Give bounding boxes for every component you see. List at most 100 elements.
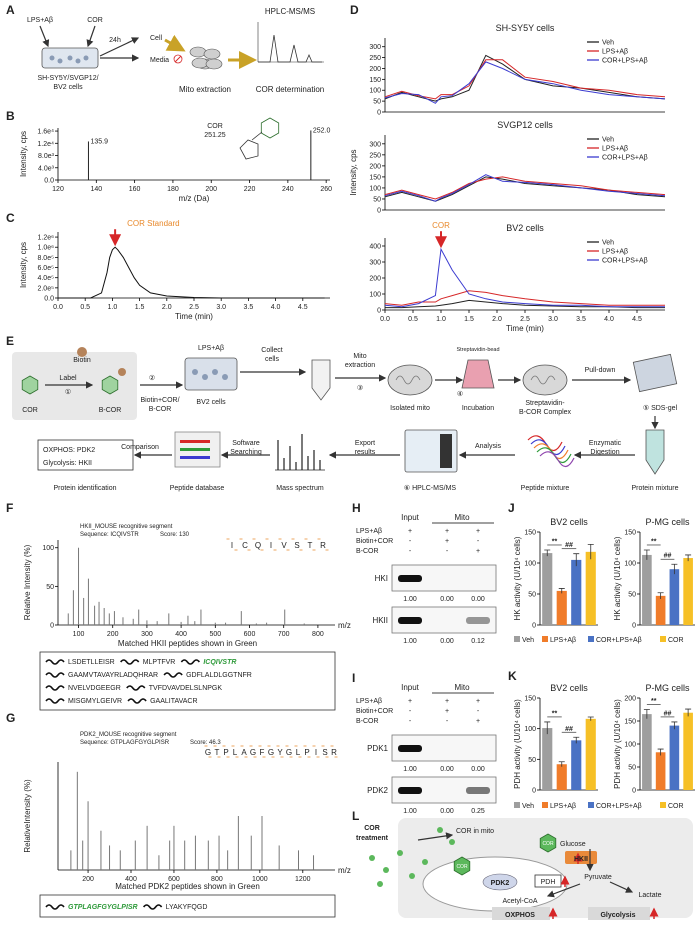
- legend-label: LPS+Aβ: [550, 637, 576, 644]
- x-tick-label: 600: [168, 876, 180, 883]
- step-label: ⑥ HPLC-MS/MS: [404, 484, 456, 492]
- fragment-bracket: [294, 745, 302, 758]
- sign: +: [445, 538, 449, 545]
- cor-molecule: [409, 873, 415, 879]
- x-tick-label: 260: [320, 186, 332, 193]
- y-tick-label: 150: [369, 77, 381, 84]
- arrow: [99, 37, 140, 57]
- tilde: [127, 698, 147, 704]
- pathway-label: COR: [364, 825, 380, 832]
- cell: [212, 369, 218, 375]
- blot-name: PDK2: [367, 786, 388, 795]
- sign: +: [445, 698, 449, 705]
- legend-label: COR+LPS+Aβ: [602, 155, 648, 162]
- quantification: 0.00: [471, 766, 485, 773]
- y-tick-label: 50: [628, 592, 636, 599]
- y-tick-label: 0: [377, 308, 381, 315]
- bar: [585, 551, 596, 625]
- panel-label: E: [6, 334, 14, 348]
- y-tick-label: 4.0e⁵: [37, 275, 54, 282]
- hexagon: [101, 375, 119, 395]
- cell: [192, 369, 198, 375]
- arrow: [164, 34, 186, 52]
- hexagon: [453, 856, 471, 876]
- bar: [571, 559, 582, 625]
- peptide-box: [39, 651, 336, 711]
- y-tick-label: 1.2e⁶: [37, 235, 54, 242]
- sequence-letter: T: [215, 748, 220, 757]
- cor-molecule: [369, 855, 375, 861]
- x-tick-label: 1000: [252, 876, 268, 883]
- x-tick-label: 0.5: [408, 316, 418, 323]
- series-line: [384, 247, 665, 308]
- pathway-label: COR: [456, 864, 468, 870]
- step-label: Export: [355, 440, 375, 447]
- y-tick-label: 150: [624, 530, 636, 537]
- panel-label: D: [350, 3, 359, 17]
- sign: +: [408, 528, 412, 535]
- x-tick-label: 800: [312, 631, 324, 638]
- y-axis-label: Intensity, cps: [349, 149, 358, 195]
- y-tick-label: 8.0e⁵: [37, 255, 54, 262]
- legend-label: COR+LPS+Aβ: [596, 803, 642, 810]
- header: Score: 130: [160, 532, 190, 538]
- step-label: LPS+Aβ: [198, 345, 224, 352]
- quantification: 1.00: [403, 596, 417, 603]
- pathway-label: COR: [542, 841, 554, 847]
- sequence-letter: G: [205, 748, 211, 757]
- sequence-letter: V: [281, 541, 287, 550]
- series-line: [384, 176, 666, 200]
- label: LPS+Aβ: [27, 17, 53, 24]
- step-label: Biotin+COR/: [140, 397, 179, 404]
- y-tick-label: 100: [624, 561, 636, 568]
- cell: [67, 55, 73, 61]
- cor-molecule: [383, 867, 389, 873]
- peptide: TVFDVAVDELSLNPGK: [149, 685, 223, 692]
- error-bar: [587, 716, 594, 721]
- y-tick-label: 0: [632, 788, 636, 795]
- sign: -: [409, 718, 412, 725]
- legend-label: LPS+Aβ: [602, 146, 628, 153]
- error-bar: [573, 553, 580, 567]
- sequence-letter: G: [268, 748, 274, 757]
- x-tick-label: 1.5: [135, 304, 145, 311]
- arrow: [417, 832, 454, 841]
- fragment-bracket: [252, 538, 264, 551]
- annotation: 251.25: [204, 132, 226, 139]
- peptide: GDFLALDLGGTNFR: [186, 672, 252, 679]
- y-tick-label: 150: [369, 174, 381, 181]
- step-label: ①: [65, 388, 71, 396]
- panel-label: A: [6, 3, 15, 17]
- series-line: [384, 176, 666, 202]
- sign: +: [408, 698, 412, 705]
- step-label: ④: [457, 390, 463, 398]
- peptide: NVELVDGEEGR: [68, 685, 121, 692]
- cor-molecule: [449, 839, 455, 845]
- legend-label: Veh: [602, 40, 614, 47]
- blot-band: [398, 617, 422, 624]
- error-bar: [544, 721, 551, 735]
- x-tick-label: 100: [73, 631, 85, 638]
- fragment-bracket: [278, 538, 290, 551]
- sequence-letter: L: [296, 748, 301, 757]
- fragment-bracket: [231, 745, 239, 758]
- error-bar: [558, 761, 565, 767]
- legend-label: Veh: [602, 240, 614, 247]
- fragment-bracket: [312, 745, 320, 758]
- x-tick-label: 800: [211, 876, 223, 883]
- structure: [239, 131, 263, 160]
- y-tick-label: 200: [624, 696, 636, 703]
- database-row: [180, 456, 210, 459]
- fragment-bracket: [330, 745, 338, 758]
- treatment: LPS+Aβ: [356, 528, 382, 535]
- legend-swatch: [588, 636, 594, 642]
- sequence-letter: G: [286, 748, 292, 757]
- y-axis-label: Intensity, cps: [19, 242, 28, 288]
- column-header: Mito: [454, 683, 470, 692]
- cell: [75, 58, 81, 64]
- x-tick-label: 0.5: [80, 304, 90, 311]
- y-tick-label: 100: [369, 88, 381, 95]
- sequence-letter: Y: [277, 748, 283, 757]
- x-tick-label: 2.5: [520, 316, 530, 323]
- quantification: 1.00: [403, 808, 417, 815]
